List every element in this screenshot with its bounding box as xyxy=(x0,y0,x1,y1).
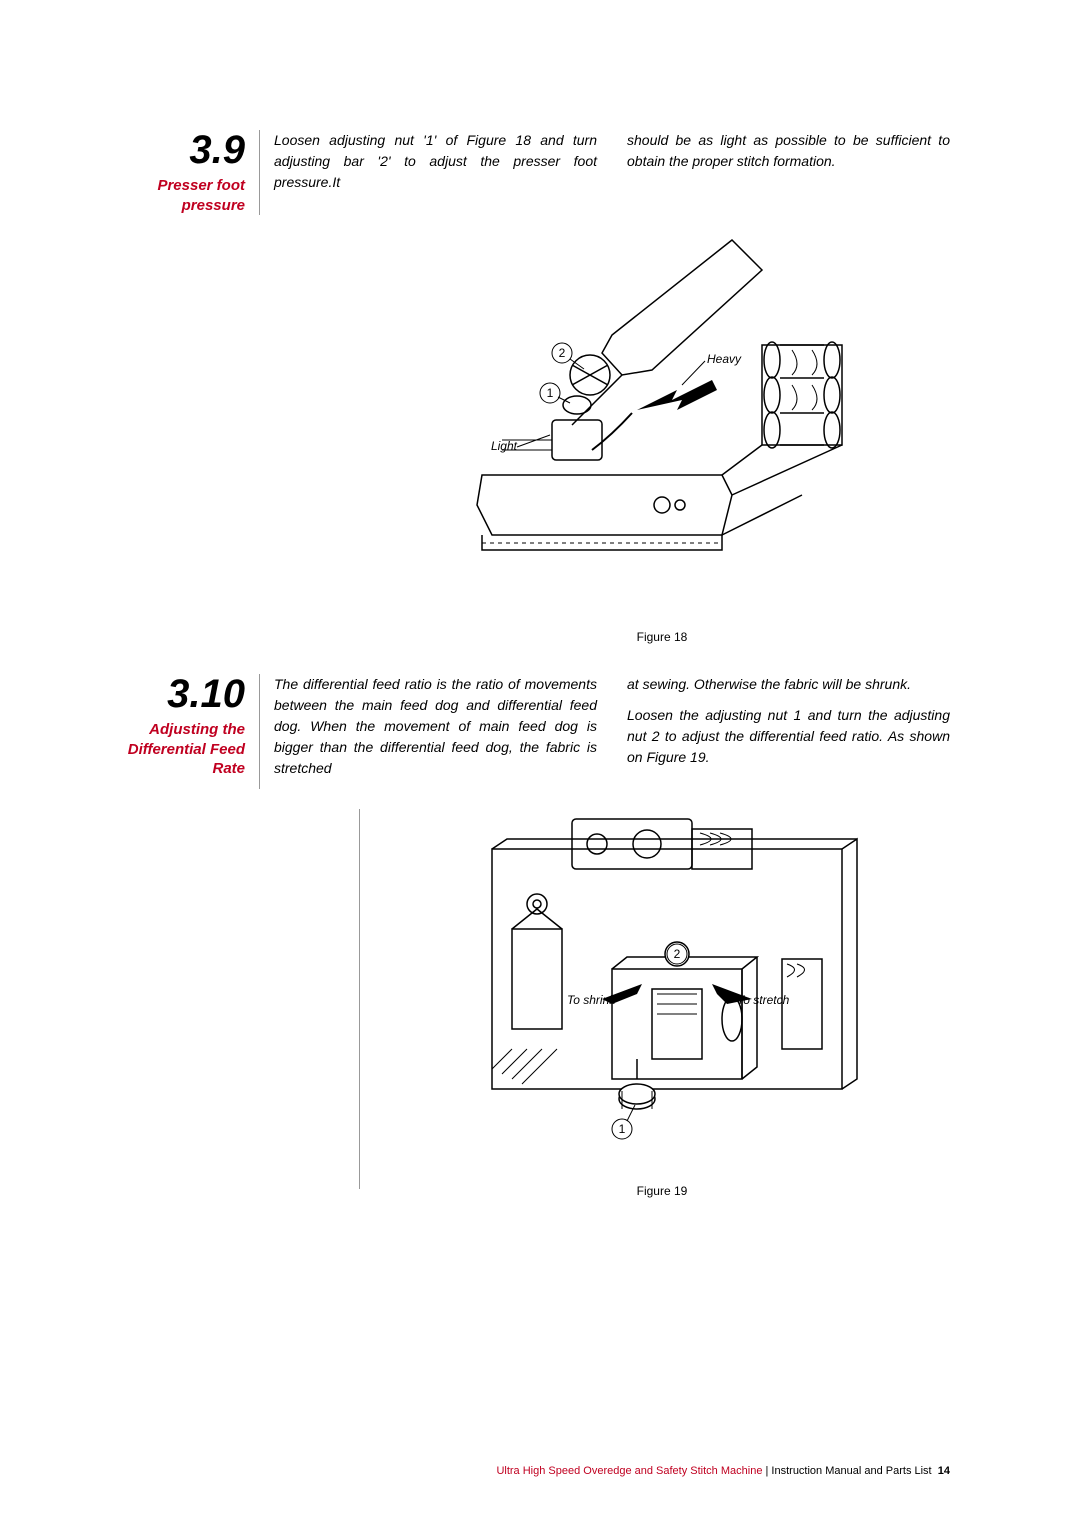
label-heavy: Heavy xyxy=(707,352,742,366)
callout-1: 1 xyxy=(547,386,554,400)
callout-2: 2 xyxy=(559,346,566,360)
section-number: 3.9 xyxy=(100,130,245,170)
paragraph: The differential feed ratio is the ratio… xyxy=(274,674,597,779)
callout-2: 2 xyxy=(674,947,681,961)
section-number: 3.10 xyxy=(100,674,245,714)
section-3-10: 3.10 Adjusting the Differential Feed Rat… xyxy=(100,674,950,789)
body-col-2: at sewing. Otherwise the fabric will be … xyxy=(627,674,950,789)
section-heading: 3.10 Adjusting the Differential Feed Rat… xyxy=(100,674,260,789)
paragraph: Loosen the adjusting nut 1 and turn the … xyxy=(627,705,950,768)
page-footer: Ultra High Speed Overedge and Safety Sti… xyxy=(496,1465,950,1477)
figure-19-svg: 2 1 To shrink To stretch xyxy=(452,809,872,1169)
footer-title: Ultra High Speed Overedge and Safety Sti… xyxy=(496,1465,762,1477)
figure-18-svg: 2 1 Light Heavy xyxy=(422,235,902,615)
section-3-9: 3.9 Presser foot pressure Loosen adjusti… xyxy=(100,130,950,215)
footer-page: 14 xyxy=(938,1465,950,1477)
figure-caption: Figure 19 xyxy=(374,1184,950,1198)
body-col-1: The differential feed ratio is the ratio… xyxy=(274,674,597,789)
body-col-2: should be as light as possible to be suf… xyxy=(627,130,950,215)
paragraph: at sewing. Otherwise the fabric will be … xyxy=(627,674,950,695)
section-heading: 3.9 Presser foot pressure xyxy=(100,130,260,215)
footer-doc: Instruction Manual and Parts List xyxy=(771,1465,931,1477)
label-shrink: To shrink xyxy=(567,993,616,1007)
vertical-rule xyxy=(359,809,360,1189)
label-light: Light xyxy=(491,439,518,453)
section-body: Loosen adjusting nut '1' of Figure 18 an… xyxy=(260,130,950,215)
paragraph: Loosen adjusting nut '1' of Figure 18 an… xyxy=(274,130,597,193)
section-title: Presser foot pressure xyxy=(100,176,245,215)
figure-18: 2 1 Light Heavy Figure 18 xyxy=(374,235,950,644)
body-col-1: Loosen adjusting nut '1' of Figure 18 an… xyxy=(274,130,597,215)
figure-caption: Figure 18 xyxy=(374,630,950,644)
label-stretch: To stretch xyxy=(737,993,790,1007)
section-body: The differential feed ratio is the ratio… xyxy=(260,674,950,789)
figure-19: 2 1 To shrink To stretch Figure 19 xyxy=(374,809,950,1198)
paragraph: should be as light as possible to be suf… xyxy=(627,130,950,172)
callout-1: 1 xyxy=(619,1122,626,1136)
section-title: Adjusting the Differential Feed Rate xyxy=(100,720,245,779)
